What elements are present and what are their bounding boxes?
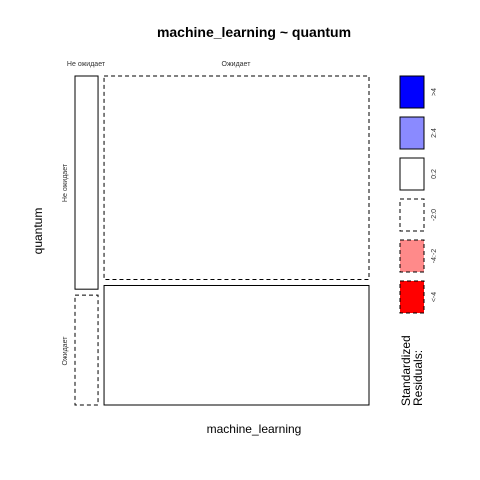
legend-swatch: [399, 157, 425, 191]
legend-swatch: [399, 198, 425, 232]
legend: >4 2:4 0:2 -2:0 -4:-2 <-4: [399, 75, 438, 314]
y-level-label: Не ожидает: [62, 163, 69, 202]
mosaic-tile: [103, 75, 370, 280]
x-level-label: Ожидает: [222, 61, 252, 68]
legend-tick-label: -2:0: [431, 209, 438, 221]
legend-tick-label: <-4: [431, 292, 438, 302]
legend-swatch: [399, 75, 425, 109]
x-level-label: Не ожидает: [67, 61, 106, 68]
y-level-label: Ожидает: [62, 336, 69, 366]
mosaic-tile: [103, 284, 370, 406]
mosaic-tile: [74, 75, 99, 290]
mosaic-tile: [74, 294, 99, 406]
legend-swatch: [399, 280, 425, 314]
legend-title-line: Standardized: [399, 335, 413, 406]
x-axis-title: machine_learning: [207, 422, 302, 436]
chart-title: machine_learning ~ quantum: [157, 24, 351, 40]
legend-tick-label: 2:4: [431, 128, 438, 138]
y-axis-title: quantum: [31, 208, 45, 255]
legend-swatch: [399, 116, 425, 150]
legend-tick-label: 0:2: [431, 169, 438, 179]
legend-tick-label: -4:-2: [431, 249, 438, 264]
legend-tick-label: >4: [431, 88, 438, 96]
legend-title-line: Residuals:: [411, 350, 425, 406]
mosaic-tiles: [74, 75, 370, 406]
legend-swatch: [399, 239, 425, 273]
